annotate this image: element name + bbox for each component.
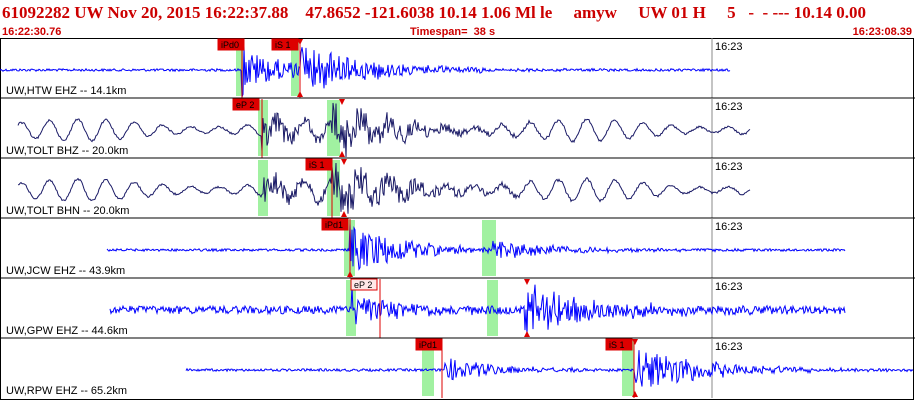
pick-flag[interactable] (232, 98, 260, 111)
arrival-marker (632, 391, 638, 397)
minute-marker-label: 16:23 (715, 281, 743, 293)
pick-label: iS 1 (609, 340, 625, 350)
arrival-marker (524, 279, 530, 285)
channel-row[interactable]: 16:23 eP 2 UW,TOLT BHZ -- 20.0km (0, 97, 915, 158)
seismogram-panel[interactable]: 16:23 iPd0 iS 1 UW,HTW EHZ -- 14.1km 16:23 eP… (0, 38, 915, 400)
channel-row[interactable]: 16:23 iPd0 iS 1 UW,HTW EHZ -- 14.1km (0, 38, 743, 98)
start-time: 16:22:30.76 (2, 26, 62, 38)
minute-marker-label: 16:23 (715, 221, 743, 233)
minute-marker-label: 16:23 (715, 161, 743, 173)
pick-flag[interactable] (321, 218, 349, 231)
arrival-marker (524, 331, 530, 337)
channel-row[interactable]: 16:23 iPd1 iS 1 UW,RPW EHZ -- 65.2km (0, 337, 915, 398)
minute-marker-label: 16:23 (715, 101, 743, 113)
arrival-marker (347, 271, 353, 277)
minute-marker-label: 16:23 (715, 41, 743, 53)
waveform-trace (17, 162, 751, 214)
arrival-marker (297, 39, 303, 45)
arrival-marker (339, 151, 345, 157)
arrival-marker (632, 339, 638, 345)
waveform-trace (109, 284, 846, 336)
channel-label: UW,JCW EHZ -- 43.9km (6, 265, 125, 277)
event-header: 61092282 UW Nov 20, 2015 16:22:37.88 47.… (2, 3, 866, 22)
channel-row[interactable]: 16:23 eP 2 UW,GPW EHZ -- 44.6km (0, 277, 915, 338)
pick-window (487, 280, 498, 336)
channel-label: UW,HTW EHZ -- 14.1km (6, 85, 126, 97)
channel-label: UW,GPW EHZ -- 44.6km (6, 325, 128, 337)
channel-row[interactable]: 16:23 iPd1 UW,JCW EHZ -- 43.9km (0, 217, 915, 278)
pick-label: iS 1 (275, 40, 291, 50)
pick-label: eP 2 (354, 280, 372, 290)
arrival-marker (297, 91, 303, 97)
arrival-marker (341, 211, 347, 217)
waveform-trace (185, 350, 914, 387)
pick-label: eP 2 (236, 100, 254, 110)
waveform-trace (106, 222, 846, 271)
pick-window (236, 40, 243, 96)
pick-window (622, 340, 634, 396)
pick-flag[interactable] (217, 38, 245, 51)
pick-label: iPd1 (419, 340, 437, 350)
waveform-trace (0, 45, 731, 98)
pick-window (422, 340, 434, 396)
channel-label: UW,RPW EHZ -- 65.2km (6, 385, 127, 397)
waveform-trace (17, 102, 751, 158)
pick-flag[interactable] (605, 338, 633, 351)
channel-row[interactable]: 16:23 iS 1 UW,TOLT BHN -- 20.0km (0, 157, 915, 218)
arrival-marker (339, 99, 345, 105)
channel-label: UW,TOLT BHZ -- 20.0km (6, 145, 128, 157)
panel-border (0, 38, 914, 400)
pick-label: iS 1 (309, 160, 325, 170)
pick-flag[interactable] (350, 278, 378, 291)
pick-label: iPd1 (325, 220, 343, 230)
end-time: 16:23:08.39 (852, 26, 912, 38)
pick-flag[interactable] (271, 38, 299, 51)
timespan-label: Timespan= 38 s (410, 26, 496, 38)
minute-marker-label: 16:23 (715, 341, 743, 353)
arrival-marker (341, 159, 347, 165)
pick-label: iPd0 (221, 40, 239, 50)
channel-label: UW,TOLT BHN -- 20.0km (6, 205, 129, 217)
